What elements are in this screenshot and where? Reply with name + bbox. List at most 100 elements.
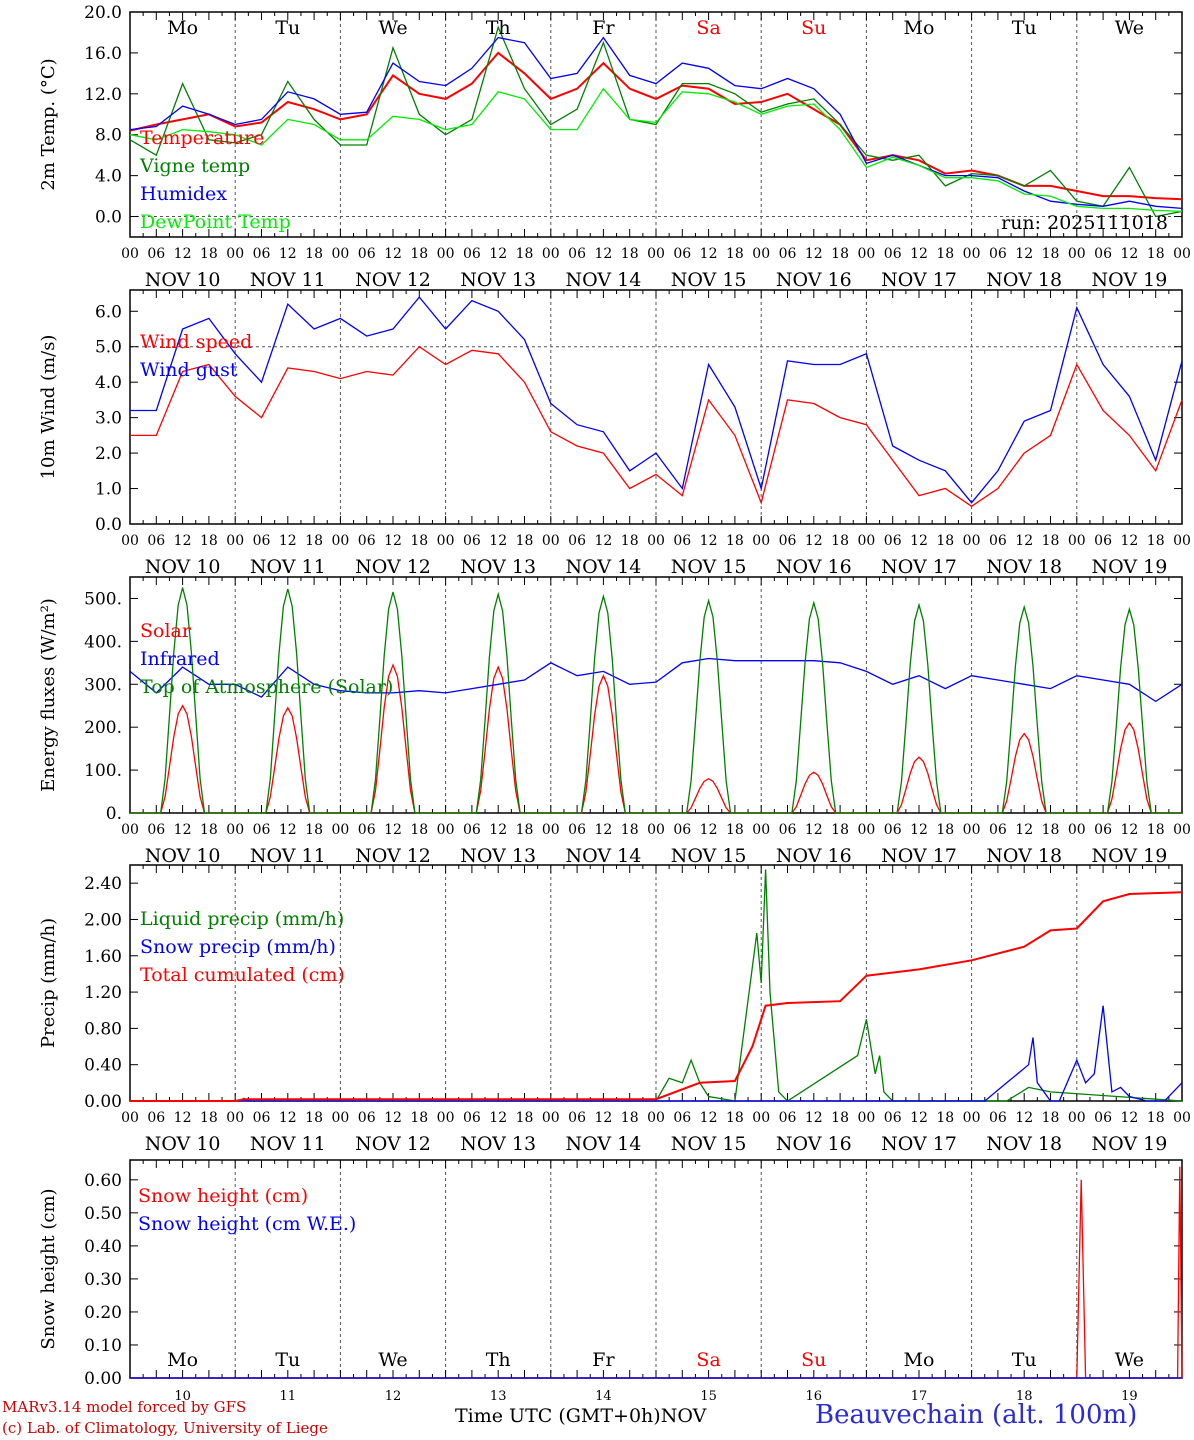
y-tick-label: 2.0	[95, 444, 122, 464]
date-label: NOV 18	[986, 1133, 1062, 1155]
x-hour-label: 00	[647, 246, 665, 262]
x-hour-label: 12	[279, 1110, 297, 1126]
x-hour-label: 00	[647, 822, 665, 838]
x-hour-label: 12	[1015, 822, 1033, 838]
date-label: NOV 15	[671, 556, 747, 578]
x-hour-label: 00	[752, 246, 770, 262]
series-line-wind-gust	[130, 296, 1183, 504]
y-tick-label: 0.00	[84, 1369, 122, 1389]
day-number-label: 19	[1121, 1389, 1138, 1404]
weekday-label: We	[378, 17, 407, 39]
series-line-liquid-precip-mm-h-	[130, 869, 1183, 1102]
x-hour-label: 06	[884, 533, 902, 549]
legend-dewpoint-temp: DewPoint Temp	[140, 211, 291, 233]
x-hour-label: 00	[1068, 246, 1086, 262]
date-label: NOV 13	[460, 845, 536, 867]
x-hour-label: 18	[726, 246, 744, 262]
x-hour-label: 06	[989, 1110, 1007, 1126]
y-tick-label: 8.0	[95, 126, 122, 146]
date-label: NOV 19	[1091, 556, 1167, 578]
x-hour-label: 06	[884, 1110, 902, 1126]
y-tick-label: 0.30	[84, 1270, 122, 1290]
series-line-vigne-temp	[129, 25, 1183, 218]
run-label: run: 2025111018	[1001, 212, 1168, 234]
x-hour-label: 18	[516, 246, 534, 262]
x-hour-label: 18	[831, 533, 849, 549]
x-hour-label: 00	[1173, 533, 1191, 549]
y-tick-label: 0.00	[84, 1092, 122, 1112]
weekday-label: Tu	[1012, 1349, 1037, 1371]
x-hour-label: 12	[910, 246, 928, 262]
x-hour-label: 18	[1147, 1110, 1165, 1126]
legend-top-of-atmosphere-solar-: Top of Atmosphere (Solar)	[140, 676, 393, 698]
x-hour-label: 12	[805, 1110, 823, 1126]
x-hour-label: 00	[226, 822, 244, 838]
x-hour-label: 18	[831, 1110, 849, 1126]
x-hour-label: 06	[358, 1110, 376, 1126]
x-hour-label: 00	[1173, 822, 1191, 838]
x-hour-label: 12	[700, 1110, 718, 1126]
x-hour-label: 00	[752, 533, 770, 549]
date-label: NOV 16	[776, 556, 852, 578]
x-hour-label: 06	[884, 246, 902, 262]
date-label: NOV 17	[881, 556, 957, 578]
x-hour-label: 00	[1068, 1110, 1086, 1126]
x-hour-label: 06	[1094, 533, 1112, 549]
x-hour-label: 18	[936, 1110, 954, 1126]
x-hour-label: 00	[331, 1110, 349, 1126]
x-hour-label: 00	[437, 246, 455, 262]
date-label: NOV 16	[776, 1133, 852, 1155]
x-hour-label: 12	[384, 1110, 402, 1126]
x-hour-label: 06	[1094, 1110, 1112, 1126]
panel-energy: 0. 100. 200. 300. 400. 500. Energy fluxes (W/m…	[38, 576, 1191, 867]
y-tick-label: 0.80	[84, 1019, 122, 1039]
x-hour-label: 00	[226, 533, 244, 549]
x-hour-label: 12	[1120, 246, 1138, 262]
x-hour-label: 18	[200, 246, 218, 262]
x-hour-label: 00	[857, 533, 875, 549]
x-hour-label: 00	[1173, 246, 1191, 262]
date-label: NOV 15	[671, 845, 747, 867]
legend-vigne-temp: Vigne temp	[139, 155, 250, 177]
x-hour-label: 00	[963, 822, 981, 838]
x-hour-label: 18	[516, 1110, 534, 1126]
legend-liquid-precip-mm-h-: Liquid precip (mm/h)	[140, 908, 344, 930]
x-hour-label: 06	[253, 533, 271, 549]
y-tick-label: 0.40	[84, 1237, 122, 1257]
x-hour-label: 00	[963, 246, 981, 262]
x-hour-label: 18	[516, 533, 534, 549]
y-tick-label: 100.	[84, 761, 122, 781]
x-hour-label: 12	[594, 246, 612, 262]
x-hour-label: 18	[200, 822, 218, 838]
x-hour-label: 00	[542, 246, 560, 262]
x-hour-label: 06	[147, 1110, 165, 1126]
x-hour-label: 18	[305, 246, 323, 262]
series-line-top-of-atmosphere-solar-	[130, 587, 1182, 814]
x-hour-label: 18	[831, 822, 849, 838]
y-tick-label: 300.	[84, 675, 122, 695]
x-hour-label: 18	[410, 246, 428, 262]
date-label: NOV 14	[565, 1133, 641, 1155]
x-hour-label: 00	[121, 822, 139, 838]
legend-infrared: Infrared	[140, 648, 220, 670]
y-tick-label: 1.0	[95, 480, 122, 500]
date-label: NOV 15	[671, 1133, 747, 1155]
x-axis-title-text: Time UTC (GMT+0h)	[455, 1405, 661, 1427]
date-label: NOV 17	[881, 845, 957, 867]
date-label: NOV 13	[460, 269, 536, 291]
y-tick-label: 0.0	[95, 515, 122, 535]
y-axis-label: 10m Wind (m/s)	[38, 335, 59, 480]
x-hour-label: 18	[305, 1110, 323, 1126]
x-hour-label: 18	[1042, 1110, 1060, 1126]
x-hour-label: 18	[726, 822, 744, 838]
x-hour-label: 00	[121, 533, 139, 549]
x-hour-label: 12	[384, 822, 402, 838]
date-label: NOV 17	[881, 269, 957, 291]
y-tick-label: 1.20	[84, 983, 122, 1003]
x-hour-label: 00	[752, 1110, 770, 1126]
day-number-label: 13	[490, 1389, 507, 1404]
x-hour-label: 12	[279, 533, 297, 549]
x-hour-label: 12	[805, 822, 823, 838]
x-hour-label: 06	[463, 246, 481, 262]
